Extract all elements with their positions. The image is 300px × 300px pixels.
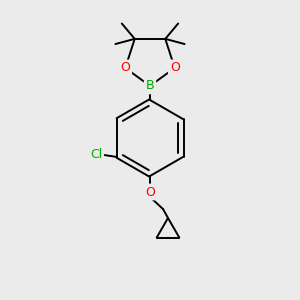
Text: O: O [170,61,180,74]
Text: B: B [146,80,154,92]
Text: O: O [120,61,130,74]
Text: O: O [145,185,155,199]
Text: Cl: Cl [90,148,102,161]
